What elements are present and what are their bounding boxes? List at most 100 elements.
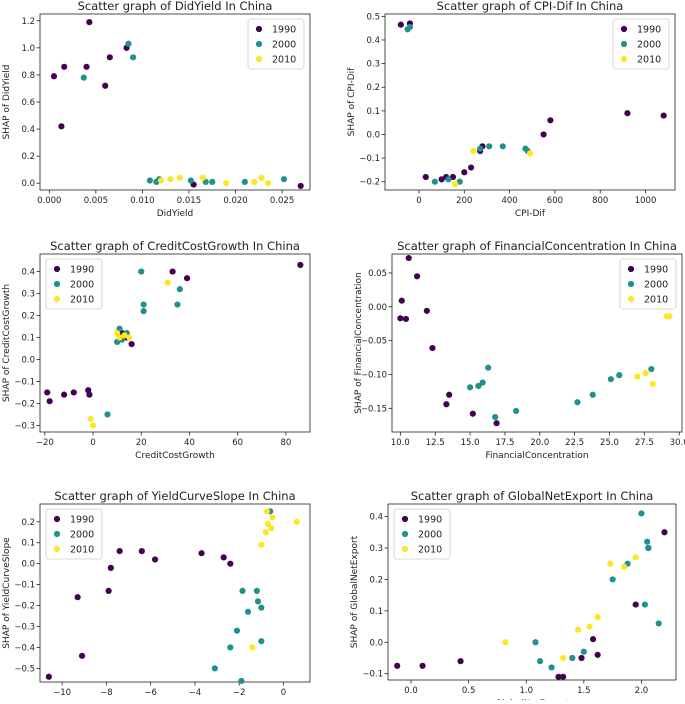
y-tick-label: −0.4 xyxy=(14,643,35,653)
chart-globalnetexport: Scatter graph of GlobalNetExport In Chin… xyxy=(350,489,677,704)
point-1990 xyxy=(398,297,405,304)
point-1990 xyxy=(457,658,464,665)
point-2000 xyxy=(532,639,539,646)
point-1990 xyxy=(422,173,429,181)
x-tick-label: 10.0 xyxy=(391,438,410,448)
x-tick-label: 1000 xyxy=(635,196,657,206)
point-1990 xyxy=(540,131,547,138)
axes-frame xyxy=(39,503,311,683)
point-2000 xyxy=(80,74,87,81)
point-2010 xyxy=(249,644,256,651)
point-1990 xyxy=(660,112,667,119)
point-2010 xyxy=(586,623,593,630)
y-tick-label: 0.5 xyxy=(366,12,380,22)
y-tick-label: 0.2 xyxy=(21,518,35,528)
point-2000 xyxy=(616,372,623,379)
point-2000 xyxy=(648,365,655,373)
x-tick-label: 0 xyxy=(90,438,95,448)
point-1990 xyxy=(61,63,68,70)
point-2000 xyxy=(258,638,265,645)
point-2000 xyxy=(233,627,241,634)
point-2010 xyxy=(199,174,207,181)
point-2000 xyxy=(645,544,652,552)
legend-marker-2010 xyxy=(401,545,409,553)
point-1990 xyxy=(86,19,93,26)
legend-label-2010: 2010 xyxy=(637,55,661,66)
point-1990 xyxy=(493,420,500,427)
legend-label-1990: 1990 xyxy=(70,515,94,526)
x-tick-label: 40 xyxy=(184,438,195,448)
point-1990 xyxy=(461,169,468,176)
y-tick-label: −0.1 xyxy=(362,670,383,680)
point-2010 xyxy=(632,554,639,561)
x-tick-label: 800 xyxy=(592,196,608,206)
point-2010 xyxy=(268,524,275,532)
legend-box xyxy=(612,18,670,70)
point-2000 xyxy=(609,576,616,583)
y-tick-label: 0.00 xyxy=(368,303,387,313)
legend-label-2000: 2000 xyxy=(70,530,94,541)
x-tick-label: 0 xyxy=(281,688,286,698)
point-2010 xyxy=(293,518,300,525)
legend-label-1990: 1990 xyxy=(70,265,94,276)
y-axis-label: SHAP of FinancialConcentration xyxy=(354,272,364,414)
y-tick-label: −0.10 xyxy=(361,370,387,380)
point-1990 xyxy=(413,273,421,280)
x-tick-label: 60 xyxy=(232,438,243,448)
point-2010 xyxy=(265,180,272,187)
x-tick-label: 22.5 xyxy=(565,438,584,448)
legend-label-2010: 2010 xyxy=(418,545,442,556)
x-axis-label: CreditCostGrowth xyxy=(135,451,215,461)
point-2010 xyxy=(574,626,582,633)
point-2010 xyxy=(167,176,174,183)
point-2000 xyxy=(641,601,648,608)
y-tick-label: 1.0 xyxy=(21,44,35,54)
x-tick-label: 600 xyxy=(547,196,563,206)
legend-marker-1990 xyxy=(53,515,61,523)
point-1990 xyxy=(44,389,51,396)
y-tick-label: 0.0 xyxy=(21,355,35,365)
y-axis-label: SHAP of CPI-Dif xyxy=(347,67,357,137)
legend: 1990 2000 2010 xyxy=(612,18,670,70)
y-tick-label: −0.3 xyxy=(14,623,35,633)
legend-marker-2000 xyxy=(53,530,61,538)
point-2000 xyxy=(241,178,248,185)
point-2000 xyxy=(574,399,581,406)
x-axis-label: FinancialConcentration xyxy=(485,451,588,461)
point-2000 xyxy=(140,308,147,315)
y-tick-label: 0.3 xyxy=(21,290,35,300)
point-2000 xyxy=(406,23,414,31)
point-2000 xyxy=(187,177,194,184)
point-1990 xyxy=(83,63,90,70)
y-tick-label: −0.15 xyxy=(361,404,387,414)
y-tick-label: 0.1 xyxy=(21,539,35,549)
point-2010 xyxy=(258,541,265,548)
point-2010 xyxy=(502,639,509,646)
point-2010 xyxy=(642,370,649,377)
y-tick-label: 0.1 xyxy=(369,607,383,617)
legend-marker-2000 xyxy=(53,280,61,288)
x-tick-label: −4 xyxy=(189,688,202,698)
x-tick-label: 25.0 xyxy=(600,438,619,448)
point-1990 xyxy=(297,261,304,269)
y-tick-label: 0.2 xyxy=(369,575,383,585)
legend-marker-2000 xyxy=(620,40,628,48)
axes-frame xyxy=(391,253,683,433)
point-1990 xyxy=(105,587,112,595)
point-2000 xyxy=(280,176,288,183)
y-tick-label: 0.6 xyxy=(21,98,35,108)
x-tick-label: 0.015 xyxy=(177,196,201,206)
x-tick-label: −20 xyxy=(36,438,54,448)
chart-creditcostgrowth: Scatter graph of CreditCostGrowth In Chi… xyxy=(2,239,311,461)
point-2000 xyxy=(485,364,492,371)
point-1990 xyxy=(74,594,81,601)
point-1990 xyxy=(86,391,93,398)
x-tick-label: 1.0 xyxy=(519,686,533,696)
point-1990 xyxy=(58,123,65,130)
y-tick-label: −0.1 xyxy=(14,377,35,387)
y-tick-label: −0.3 xyxy=(14,421,35,431)
y-tick-label: 0.1 xyxy=(21,334,35,344)
point-2000 xyxy=(146,177,153,184)
point-1990 xyxy=(70,389,77,396)
